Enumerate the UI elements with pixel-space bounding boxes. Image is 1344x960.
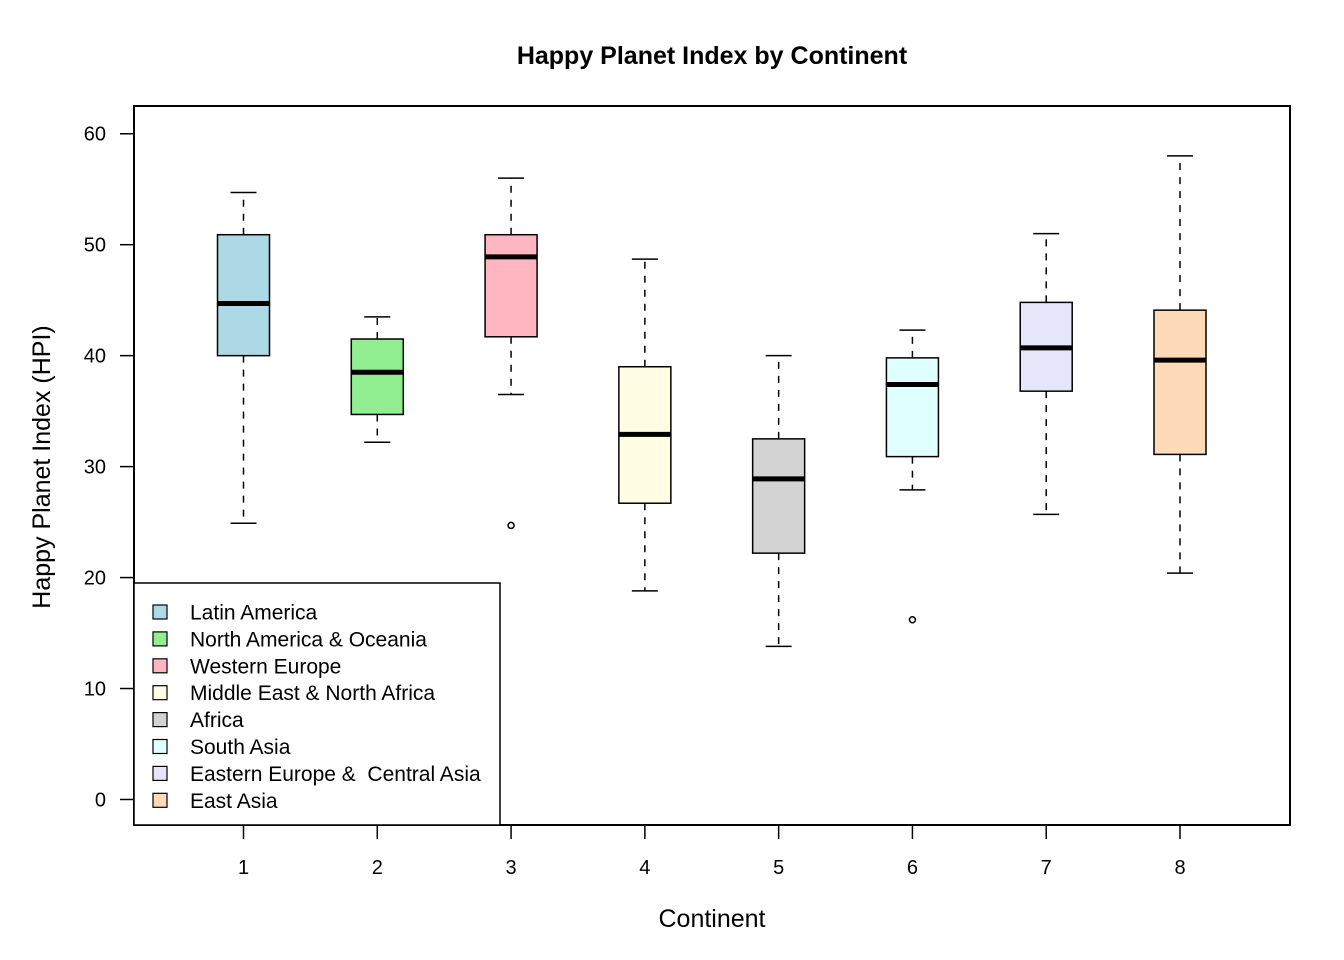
iqr-box bbox=[1153, 309, 1207, 456]
y-tick-label: 0 bbox=[95, 789, 106, 811]
legend-swatch bbox=[152, 631, 168, 647]
y-tick-label: 10 bbox=[84, 679, 106, 701]
box-1 bbox=[216, 191, 271, 524]
x-tick-label: 3 bbox=[506, 857, 517, 879]
legend-entry: Eastern Europe & Central Asia bbox=[152, 763, 481, 786]
x-tick-label: 2 bbox=[372, 857, 383, 879]
y-tick-label: 30 bbox=[84, 457, 106, 479]
legend-entry: North America & Oceania bbox=[152, 628, 427, 651]
x-tick-label: 1 bbox=[238, 857, 249, 879]
iqr-box bbox=[751, 438, 806, 554]
outlier-point bbox=[908, 615, 917, 624]
legend-entry: Latin America bbox=[152, 602, 318, 625]
iqr-box bbox=[484, 233, 538, 338]
legend-swatch bbox=[152, 604, 168, 620]
legend-entry: Middle East & North Africa bbox=[152, 682, 435, 705]
legend-entry: East Asia bbox=[152, 790, 278, 813]
legend-box bbox=[133, 582, 501, 826]
legend-label: Eastern Europe & Central Asia bbox=[190, 763, 481, 786]
legend-swatch bbox=[152, 738, 168, 755]
x-tick-label: 6 bbox=[907, 857, 918, 879]
x-tick-label: 8 bbox=[1174, 857, 1185, 879]
legend-entry: South Asia bbox=[152, 736, 291, 759]
box-2 bbox=[350, 316, 405, 443]
x-tick-label: 5 bbox=[773, 857, 784, 879]
box-6 bbox=[885, 329, 940, 624]
box-4 bbox=[618, 258, 672, 592]
legend-swatch bbox=[152, 792, 168, 808]
iqr-box bbox=[885, 357, 940, 458]
x-tick-label: 7 bbox=[1041, 857, 1052, 879]
iqr-box bbox=[216, 233, 271, 357]
legend-swatch bbox=[152, 685, 168, 701]
y-tick-label: 40 bbox=[84, 346, 106, 368]
box-5 bbox=[751, 354, 806, 648]
box-8 bbox=[1153, 155, 1207, 574]
y-tick-label: 20 bbox=[84, 568, 106, 590]
legend-label: Africa bbox=[190, 709, 244, 732]
plot-frame bbox=[133, 105, 1291, 826]
y-tick-label: 60 bbox=[84, 124, 106, 146]
chart-title: Happy Planet Index by Continent bbox=[517, 42, 908, 70]
iqr-box bbox=[350, 338, 405, 416]
box-3 bbox=[484, 177, 538, 530]
legend-label: East Asia bbox=[190, 790, 278, 813]
legend-label: Western Europe bbox=[190, 655, 341, 678]
legend-label: Middle East & North Africa bbox=[190, 682, 435, 705]
y-tick-label: 50 bbox=[84, 235, 106, 257]
legend-label: North America & Oceania bbox=[190, 628, 427, 651]
y-axis: 0 10 20 30 40 50 60 bbox=[84, 124, 135, 811]
legend-entry: Africa bbox=[152, 709, 244, 732]
legend-label: South Asia bbox=[190, 736, 291, 759]
y-axis-label: Happy Planet Index (HPI) bbox=[28, 325, 56, 608]
legend-swatch bbox=[152, 711, 168, 728]
legend-label: Latin America bbox=[190, 602, 318, 625]
legend-entry: Western Europe bbox=[152, 655, 341, 678]
legend: Latin America North America & Oceania West… bbox=[133, 582, 501, 826]
x-tick-label: 4 bbox=[639, 857, 650, 879]
boxes bbox=[216, 155, 1207, 648]
legend-swatch bbox=[152, 658, 168, 674]
outlier-point bbox=[507, 521, 515, 530]
x-axis: 1 2 3 4 5 6 7 8 bbox=[238, 824, 1186, 879]
box-7 bbox=[1019, 232, 1073, 516]
x-axis-label: Continent bbox=[658, 905, 765, 933]
legend-swatch bbox=[152, 765, 168, 782]
